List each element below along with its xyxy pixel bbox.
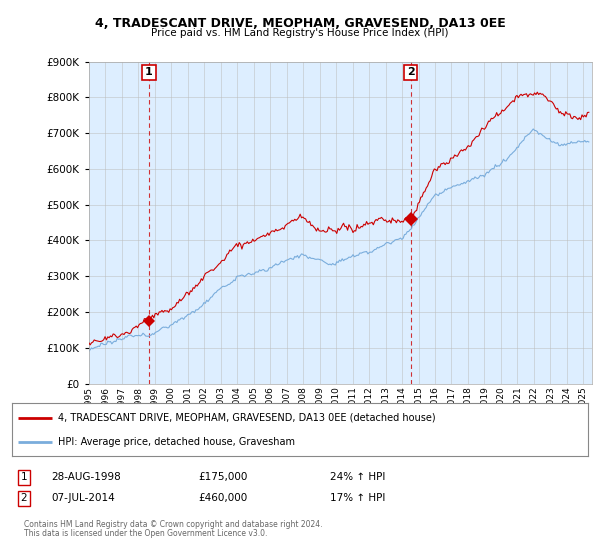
Text: 4, TRADESCANT DRIVE, MEOPHAM, GRAVESEND, DA13 0EE: 4, TRADESCANT DRIVE, MEOPHAM, GRAVESEND,…	[95, 17, 505, 30]
Text: £175,000: £175,000	[198, 472, 247, 482]
Text: This data is licensed under the Open Government Licence v3.0.: This data is licensed under the Open Gov…	[24, 529, 268, 538]
Text: £460,000: £460,000	[198, 493, 247, 503]
Text: 28-AUG-1998: 28-AUG-1998	[51, 472, 121, 482]
Text: 17% ↑ HPI: 17% ↑ HPI	[330, 493, 385, 503]
Text: 07-JUL-2014: 07-JUL-2014	[51, 493, 115, 503]
Text: HPI: Average price, detached house, Gravesham: HPI: Average price, detached house, Grav…	[58, 437, 295, 447]
Text: 1: 1	[20, 472, 28, 482]
Text: 2: 2	[407, 67, 415, 77]
Text: 4, TRADESCANT DRIVE, MEOPHAM, GRAVESEND, DA13 0EE (detached house): 4, TRADESCANT DRIVE, MEOPHAM, GRAVESEND,…	[58, 413, 436, 423]
Text: 24% ↑ HPI: 24% ↑ HPI	[330, 472, 385, 482]
Text: 1: 1	[145, 67, 153, 77]
Text: Contains HM Land Registry data © Crown copyright and database right 2024.: Contains HM Land Registry data © Crown c…	[24, 520, 323, 529]
Text: Price paid vs. HM Land Registry's House Price Index (HPI): Price paid vs. HM Land Registry's House …	[151, 28, 449, 38]
Text: 2: 2	[20, 493, 28, 503]
